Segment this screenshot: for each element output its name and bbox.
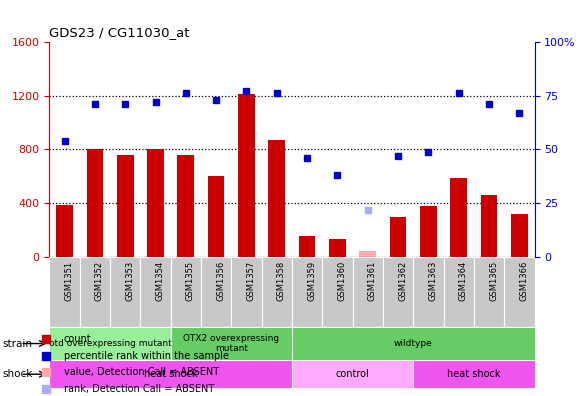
Text: GSM1365: GSM1365 [489, 261, 498, 301]
Bar [480, 195, 497, 257]
Text: GSM1355: GSM1355 [186, 261, 195, 301]
Text: value, Detection Call = ABSENT: value, Detection Call = ABSENT [64, 367, 219, 377]
Text: GSM1362: GSM1362 [398, 261, 407, 301]
Bar [110, 257, 141, 327]
Bar [450, 178, 467, 257]
Bar [147, 149, 164, 257]
Bar [268, 140, 285, 257]
Text: GSM1358: GSM1358 [277, 261, 286, 301]
Bar [87, 149, 103, 257]
Text: heat shock: heat shock [447, 369, 501, 379]
Bar [511, 213, 528, 257]
Text: strain: strain [3, 339, 33, 348]
Text: GSM1361: GSM1361 [368, 261, 376, 301]
Bar [292, 257, 322, 327]
Bar [292, 360, 413, 388]
Bar [238, 94, 255, 257]
Text: wildtype: wildtype [394, 339, 433, 348]
Text: control: control [336, 369, 370, 379]
Text: OTX2 overexpressing
mutant: OTX2 overexpressing mutant [183, 334, 279, 353]
Bar [420, 206, 437, 257]
Bar [322, 257, 353, 327]
Text: heat shock: heat shock [144, 369, 198, 379]
Bar [383, 257, 413, 327]
Bar [56, 205, 73, 257]
Bar [117, 155, 134, 257]
Bar [413, 257, 443, 327]
Bar [231, 257, 261, 327]
Text: GSM1353: GSM1353 [125, 261, 134, 301]
Bar [171, 327, 292, 360]
Bar [49, 327, 171, 360]
Text: rank, Detection Call = ABSENT: rank, Detection Call = ABSENT [64, 384, 214, 394]
Text: GSM1360: GSM1360 [338, 261, 346, 301]
Text: GDS23 / CG11030_at: GDS23 / CG11030_at [49, 26, 190, 39]
Bar [80, 257, 110, 327]
Text: shock: shock [3, 369, 33, 379]
Text: GSM1364: GSM1364 [459, 261, 468, 301]
Bar [171, 257, 201, 327]
Bar [474, 257, 504, 327]
Bar [261, 257, 292, 327]
Bar [353, 257, 383, 327]
Text: GSM1351: GSM1351 [64, 261, 74, 301]
Bar [504, 257, 535, 327]
Text: GSM1357: GSM1357 [246, 261, 256, 301]
Bar [329, 238, 346, 257]
Text: GSM1352: GSM1352 [95, 261, 104, 301]
Text: GSM1366: GSM1366 [519, 261, 528, 301]
Text: GSM1363: GSM1363 [428, 261, 437, 301]
Bar [390, 217, 407, 257]
Bar [299, 236, 315, 257]
Bar [201, 257, 231, 327]
Bar [443, 257, 474, 327]
Bar [292, 327, 535, 360]
Bar [413, 360, 535, 388]
Bar [141, 257, 171, 327]
Bar [360, 251, 376, 257]
Text: GSM1356: GSM1356 [216, 261, 225, 301]
Bar [49, 257, 80, 327]
Bar [177, 155, 194, 257]
Text: GSM1354: GSM1354 [156, 261, 164, 301]
Bar [208, 177, 224, 257]
Bar [49, 360, 292, 388]
Text: otd overexpressing mutant: otd overexpressing mutant [49, 339, 171, 348]
Text: GSM1359: GSM1359 [307, 261, 316, 301]
Text: percentile rank within the sample: percentile rank within the sample [64, 350, 229, 361]
Text: count: count [64, 334, 92, 344]
